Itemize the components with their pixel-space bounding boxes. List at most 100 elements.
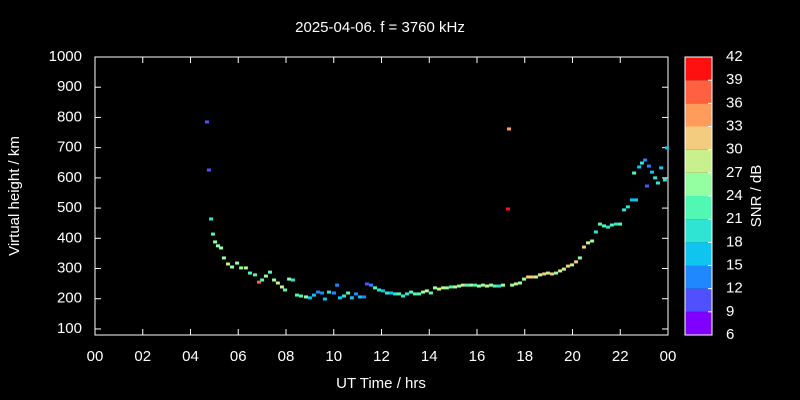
- y-tick-label: 200: [57, 290, 82, 307]
- x-tick-label: 20: [564, 348, 581, 365]
- data-point: [441, 286, 446, 290]
- data-point: [405, 292, 410, 296]
- data-point: [252, 273, 257, 277]
- colorbar-band: [685, 288, 712, 312]
- data-point: [506, 207, 511, 211]
- data-point: [593, 230, 598, 234]
- y-tick-label: 400: [57, 229, 82, 246]
- data-point: [586, 241, 591, 245]
- data-point: [448, 285, 453, 289]
- data-point: [453, 285, 458, 289]
- data-point: [362, 295, 367, 299]
- plot-frame: [94, 56, 669, 336]
- data-point: [279, 285, 284, 289]
- colorbar-band: [685, 242, 712, 266]
- data-point: [326, 290, 331, 294]
- data-point: [299, 294, 304, 298]
- data-point: [384, 291, 389, 295]
- data-point: [412, 292, 417, 296]
- data-point: [221, 256, 226, 260]
- y-tick-label: 500: [57, 199, 82, 216]
- data-point: [480, 283, 485, 287]
- x-tick-label: 10: [325, 348, 342, 365]
- data-point: [283, 288, 288, 292]
- data-point: [662, 178, 667, 182]
- data-point: [522, 277, 527, 281]
- data-point: [526, 275, 531, 279]
- data-point: [469, 283, 474, 287]
- data-point: [643, 158, 648, 162]
- data-point: [570, 263, 575, 267]
- data-point: [209, 217, 214, 221]
- data-point: [219, 246, 224, 250]
- data-point: [574, 260, 579, 264]
- x-tick-label: 06: [230, 348, 247, 365]
- data-point: [602, 224, 607, 228]
- data-point: [618, 222, 623, 226]
- data-point: [206, 168, 211, 172]
- data-point: [650, 170, 655, 174]
- data-point: [517, 281, 522, 285]
- data-point: [287, 277, 292, 281]
- data-point: [304, 295, 309, 299]
- x-tick-label: 02: [134, 348, 151, 365]
- data-point: [342, 294, 347, 298]
- data-point: [239, 266, 244, 270]
- data-point: [476, 284, 481, 288]
- y-tick-label: 600: [57, 169, 82, 186]
- data-point: [373, 286, 378, 290]
- colorbar-tick-label: 24: [726, 187, 743, 204]
- data-point: [432, 286, 437, 290]
- data-point: [464, 283, 469, 287]
- data-point: [409, 290, 414, 294]
- data-point: [400, 294, 405, 298]
- colorbar-band: [685, 103, 712, 127]
- data-point: [377, 288, 382, 292]
- data-point: [243, 266, 248, 270]
- data-point: [510, 283, 515, 287]
- data-point: [389, 291, 394, 295]
- data-point: [665, 146, 670, 150]
- colorbar-label: SNR / dB: [748, 165, 765, 228]
- data-point: [644, 184, 649, 188]
- data-point: [421, 290, 426, 294]
- data-point: [653, 176, 658, 180]
- y-tick-label: 700: [57, 139, 82, 156]
- data-point: [349, 296, 354, 300]
- data-point: [637, 165, 642, 169]
- colorbar-tick-label: 9: [726, 303, 734, 320]
- y-tick-label: 800: [57, 108, 82, 125]
- data-point: [492, 284, 497, 288]
- data-point: [204, 120, 209, 124]
- data-point: [311, 293, 316, 297]
- data-point: [337, 296, 342, 300]
- data-point: [646, 164, 651, 168]
- data-point: [346, 291, 351, 295]
- data-point: [294, 293, 299, 297]
- data-point: [577, 256, 582, 260]
- data-point: [529, 275, 534, 279]
- x-tick-label: 00: [87, 348, 104, 365]
- data-point: [622, 208, 627, 212]
- data-point: [257, 280, 262, 284]
- data-point: [613, 222, 618, 226]
- data-point: [307, 296, 312, 300]
- x-tick-label: 12: [373, 348, 390, 365]
- colorbar-tick-label: 36: [726, 94, 743, 111]
- data-point: [565, 264, 570, 268]
- data-point: [609, 223, 614, 227]
- data-point: [380, 289, 385, 293]
- colorbar-tick-label: 15: [726, 256, 743, 273]
- data-point: [632, 171, 637, 175]
- chart-title: 2025-04-06. f = 3760 kHz: [295, 19, 465, 36]
- data-point: [393, 292, 398, 296]
- data-point: [513, 282, 518, 286]
- data-point: [460, 283, 465, 287]
- colorbar-band: [685, 265, 712, 289]
- data-point: [444, 286, 449, 290]
- data-point: [358, 295, 363, 299]
- x-tick-label: 00: [660, 348, 677, 365]
- data-point: [290, 278, 295, 282]
- data-point: [272, 278, 277, 282]
